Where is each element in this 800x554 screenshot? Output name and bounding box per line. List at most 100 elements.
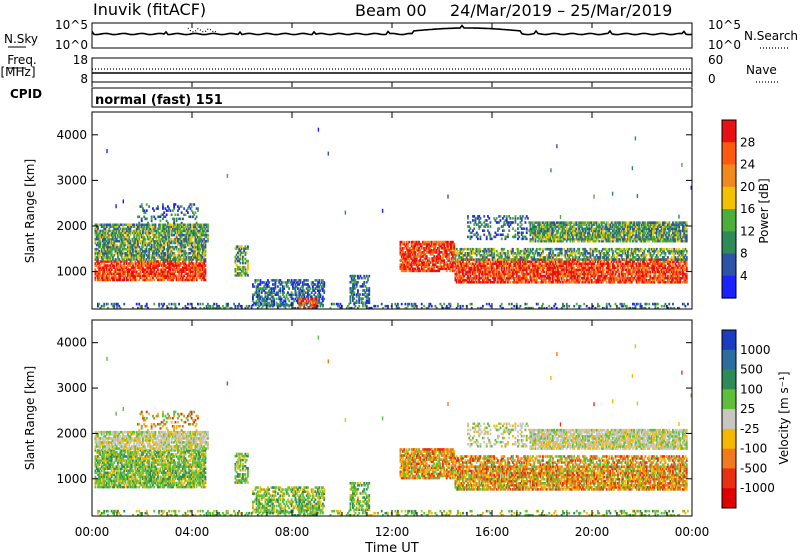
range-cell	[155, 229, 158, 233]
range-cell	[513, 252, 516, 255]
range-cell	[589, 262, 592, 266]
range-cell	[613, 264, 616, 268]
range-cell	[140, 266, 143, 269]
range-cell	[358, 297, 361, 300]
range-cell	[655, 278, 658, 282]
range-cell	[148, 241, 151, 245]
range-cell	[158, 225, 161, 229]
range-cell	[539, 274, 542, 278]
range-cell	[155, 266, 158, 269]
range-cell	[163, 278, 166, 282]
range-cell	[434, 242, 437, 246]
range-cell	[505, 264, 508, 268]
range-cell	[615, 260, 618, 263]
range-cell	[100, 247, 103, 251]
range-cell	[302, 289, 304, 292]
range-cell	[183, 243, 186, 247]
range-cell	[628, 268, 631, 272]
range-cell	[318, 281, 321, 284]
range-cell	[310, 291, 313, 294]
range-cell	[594, 260, 597, 263]
range-cell	[138, 256, 141, 259]
range-cell	[95, 252, 98, 255]
range-cell	[169, 252, 172, 255]
range-cell	[404, 244, 407, 248]
range-cell	[197, 256, 199, 259]
range-cell	[649, 266, 652, 270]
range-cell	[170, 239, 173, 243]
range-cell	[149, 229, 152, 233]
range-cell	[164, 266, 167, 269]
range-cell	[493, 247, 496, 251]
range-cell	[187, 237, 189, 241]
range-cell	[473, 252, 476, 255]
range-cell	[547, 266, 549, 270]
range-cell	[190, 245, 193, 249]
range-cell	[234, 247, 237, 250]
range-cell	[648, 270, 651, 274]
range-cell	[544, 274, 547, 278]
range-cell	[165, 209, 168, 212]
range-cell	[558, 281, 561, 284]
range-cell	[525, 272, 528, 276]
range-cell	[188, 241, 191, 245]
range-cell	[499, 264, 502, 268]
range-cell	[127, 243, 129, 247]
range-cell	[150, 258, 153, 261]
range-cell	[487, 258, 489, 261]
range-cell	[405, 261, 408, 264]
range-cell	[182, 262, 184, 265]
range-cell	[483, 254, 486, 257]
range-cell	[102, 249, 104, 253]
range-cell	[583, 258, 586, 261]
range-cell	[119, 243, 122, 247]
range-cell	[540, 276, 543, 280]
range-cell	[133, 245, 136, 249]
range-cell	[577, 270, 579, 274]
range-cell	[322, 289, 324, 292]
range-cell	[192, 268, 194, 271]
range-cell	[685, 272, 688, 276]
range-cell	[97, 262, 99, 265]
range-cell	[462, 276, 464, 280]
range-cell	[594, 272, 597, 276]
range-cell	[149, 278, 152, 282]
range-cell	[568, 260, 571, 263]
range-cell	[149, 262, 152, 265]
range-cell	[475, 268, 478, 272]
range-cell	[137, 252, 139, 255]
range-cell	[452, 251, 454, 254]
range-cell	[552, 262, 554, 266]
range-cell	[195, 254, 198, 257]
range-cell	[443, 242, 446, 246]
range-cell	[203, 274, 206, 278]
range-cell	[528, 272, 531, 276]
range-cell	[399, 242, 402, 246]
range-cell	[152, 264, 154, 267]
range-cell	[458, 278, 461, 282]
range-cell	[240, 270, 243, 273]
range-cell	[189, 256, 192, 259]
range-cell	[533, 262, 536, 266]
range-cell	[532, 281, 534, 284]
range-cell	[483, 272, 486, 276]
range-cell	[635, 264, 638, 268]
range-cell	[444, 251, 447, 254]
range-cell	[300, 303, 303, 307]
range-cell	[414, 261, 417, 264]
range-cell	[150, 243, 153, 247]
nave-label: Nave	[746, 63, 777, 77]
range-cell	[163, 274, 166, 278]
range-cell	[119, 276, 122, 280]
range-cell	[163, 256, 166, 259]
range-cell	[434, 244, 437, 248]
range-cell	[100, 233, 103, 237]
range-cell	[99, 252, 102, 255]
range-cell	[162, 223, 164, 227]
range-cell	[654, 276, 657, 280]
range-cell	[145, 268, 148, 271]
range-cell	[623, 278, 626, 282]
range-cell	[489, 254, 492, 257]
range-cell	[142, 274, 144, 278]
range-cell	[497, 276, 499, 280]
